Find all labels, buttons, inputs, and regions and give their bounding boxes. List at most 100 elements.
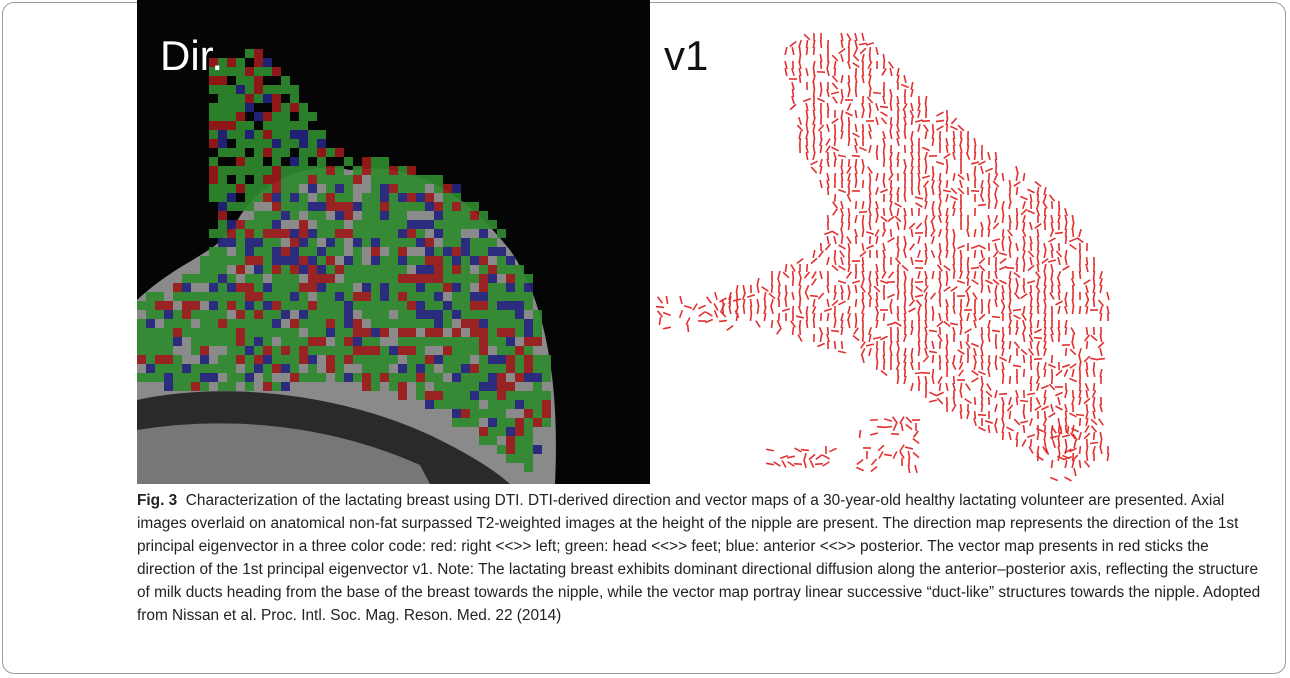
direction-pixel: [443, 391, 452, 400]
direction-pixel: [524, 319, 533, 328]
vector-stick: [910, 116, 914, 126]
vector-stick: [791, 95, 795, 105]
vector-stick: [945, 340, 949, 350]
caption-text: Characterization of the lactating breast…: [137, 492, 1261, 624]
vector-stick: [861, 158, 865, 168]
direction-pixel: [272, 67, 281, 76]
vector-stick: [1064, 249, 1068, 259]
vector-stick: [1027, 348, 1035, 356]
direction-pixel: [497, 256, 506, 265]
vector-stick: [861, 102, 865, 112]
direction-pixel: [533, 310, 542, 319]
vector-stick: [910, 130, 914, 140]
direction-pixel: [335, 292, 344, 301]
vector-stick: [1057, 284, 1061, 294]
direction-pixel: [380, 166, 389, 175]
vector-stick: [810, 166, 818, 174]
vector-stick: [950, 286, 958, 292]
direction-pixel: [416, 193, 425, 202]
direction-pixel: [182, 328, 191, 337]
vector-stick: [952, 396, 956, 406]
direction-pixel: [452, 256, 461, 265]
direction-pixel: [353, 355, 362, 364]
vector-stick: [952, 235, 956, 245]
vector-stick: [826, 60, 830, 70]
vector-stick: [790, 320, 796, 328]
vector-stick: [945, 144, 949, 154]
vector-stick: [931, 221, 935, 231]
direction-pixel: [542, 409, 551, 418]
vector-stick: [1020, 208, 1028, 216]
vector-stick: [741, 291, 747, 301]
direction-pixel: [515, 364, 524, 373]
vector-stick: [959, 319, 963, 329]
vector-stick: [1099, 312, 1103, 322]
direction-pixel: [326, 283, 335, 292]
vector-stick: [903, 186, 907, 196]
direction-pixel: [497, 229, 506, 238]
direction-pixel: [515, 301, 524, 310]
direction-pixel: [362, 292, 371, 301]
direction-pixel: [488, 274, 497, 283]
vector-stick: [1034, 180, 1042, 188]
vector-stick: [763, 312, 767, 322]
direction-pixel: [470, 202, 479, 211]
direction-pixel: [344, 157, 353, 166]
vector-stick: [992, 222, 1000, 230]
vector-stick: [894, 321, 902, 327]
direction-pixel: [326, 256, 335, 265]
vector-stick: [972, 292, 978, 300]
direction-pixel: [191, 382, 200, 391]
direction-pixel: [290, 265, 299, 274]
vector-stick: [784, 284, 788, 294]
direction-pixel: [470, 247, 479, 256]
direction-pixel: [470, 301, 479, 310]
vector-stick: [1029, 319, 1033, 329]
direction-pixel: [443, 211, 452, 220]
direction-pixel: [371, 256, 380, 265]
direction-pixel: [488, 238, 497, 247]
vector-stick: [1092, 361, 1096, 371]
direction-pixel: [245, 247, 254, 256]
direction-pixel: [272, 211, 281, 220]
direction-pixel: [362, 355, 371, 364]
direction-pixel: [254, 157, 263, 166]
direction-pixel: [398, 184, 407, 193]
vector-stick: [1015, 221, 1019, 231]
direction-pixel: [506, 292, 515, 301]
vector-stick: [980, 284, 984, 294]
vector-stick: [1078, 389, 1082, 399]
direction-pixel: [191, 274, 200, 283]
direction-pixel: [353, 265, 362, 274]
vector-stick: [1064, 476, 1072, 482]
direction-pixel: [470, 346, 479, 355]
direction-pixel: [164, 337, 173, 346]
vector-stick: [987, 228, 991, 238]
vector-stick: [749, 305, 753, 315]
vector-stick: [917, 347, 921, 357]
vector-stick: [838, 265, 846, 271]
direction-pixel: [209, 58, 218, 67]
direction-pixel: [389, 175, 398, 184]
direction-pixel: [470, 319, 479, 328]
direction-pixel: [263, 364, 272, 373]
vector-stick: [903, 375, 907, 385]
direction-pixel: [515, 400, 524, 409]
direction-pixel: [281, 175, 290, 184]
direction-pixel: [245, 256, 254, 265]
direction-pixel: [236, 283, 245, 292]
direction-pixel: [479, 265, 488, 274]
vector-stick: [1015, 375, 1019, 385]
vector-stick: [872, 336, 882, 340]
vector-stick: [889, 102, 893, 112]
direction-pixel: [308, 202, 317, 211]
direction-pixel: [434, 301, 443, 310]
vector-stick: [889, 340, 893, 350]
vector-stick: [980, 326, 984, 336]
direction-pixel: [263, 85, 272, 94]
vector-stick: [949, 322, 959, 326]
direction-pixel: [335, 283, 344, 292]
direction-pixel: [425, 373, 434, 382]
vector-stick: [805, 144, 809, 154]
direction-pixel: [281, 103, 290, 112]
